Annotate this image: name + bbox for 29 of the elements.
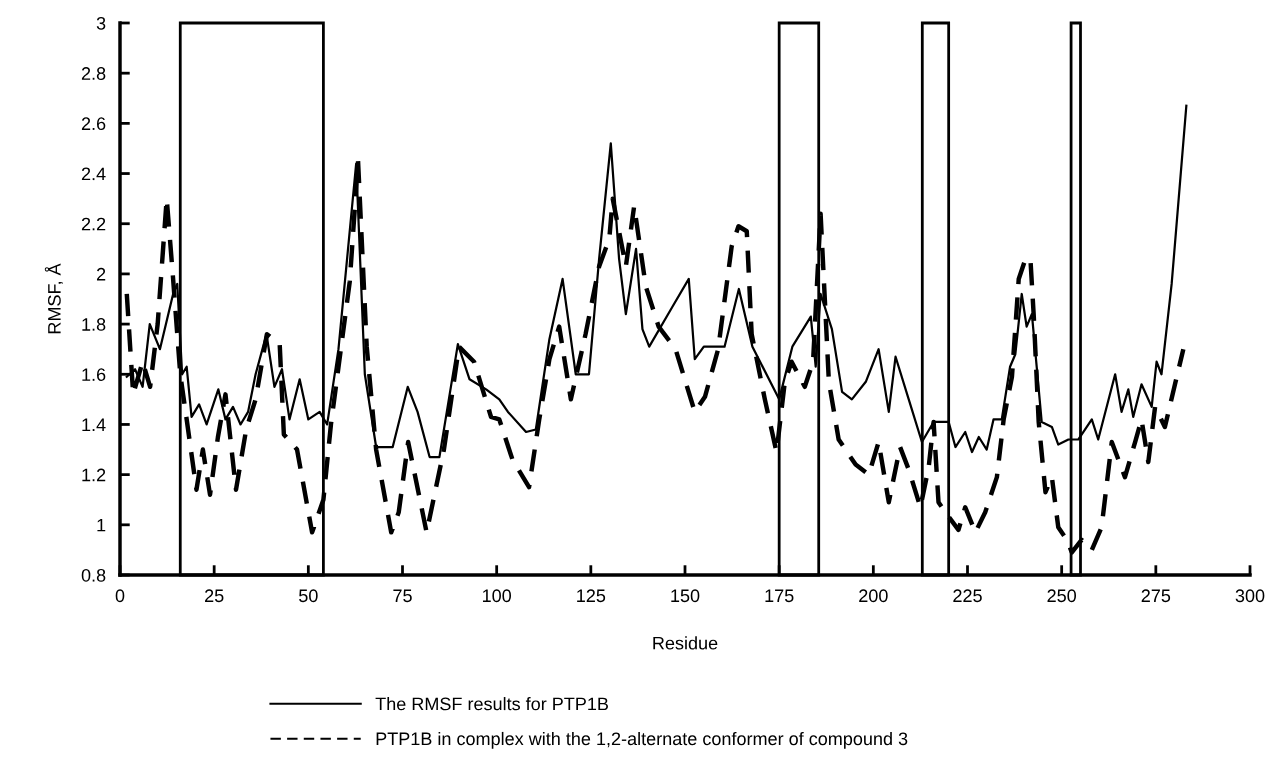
- y-tick-label: 2: [96, 267, 106, 281]
- y-tick-label: 1.8: [82, 318, 106, 331]
- x-tick-label: 150: [671, 589, 700, 603]
- x-tick-label: 250: [1047, 589, 1077, 603]
- x-tick-label: 0: [115, 589, 125, 603]
- x-tick-label: 50: [299, 589, 318, 603]
- x-axis-title: Residue: [653, 636, 718, 650]
- x-tick-label: 225: [953, 589, 982, 603]
- legend-label: PTP1B in complex with the 1,2-alternate conformer of compound 3: [376, 731, 908, 749]
- y-tick-label: 1.2: [82, 468, 106, 482]
- y-tick-label: 2.6: [81, 117, 106, 131]
- y-tick-label: 0.8: [81, 568, 106, 582]
- x-tick-label: 200: [859, 589, 888, 603]
- y-tick-label: 3: [96, 16, 106, 30]
- y-tick-label: 2.2: [81, 217, 106, 231]
- y-tick-label: 1.6: [82, 368, 106, 381]
- y-axis-title: RMSF, Å: [44, 263, 63, 334]
- y-tick-label: 1: [97, 518, 106, 532]
- legend-label: The RMSF results for PTP1B: [375, 697, 608, 711]
- x-tick-label: 25: [205, 589, 224, 603]
- x-tick-label: 125: [577, 589, 606, 603]
- y-tick-label: 1.4: [82, 418, 106, 431]
- y-tick-label: 2.8: [81, 67, 106, 80]
- x-tick-label: 300: [1235, 589, 1265, 603]
- y-tick-label: 2.4: [81, 167, 106, 181]
- x-tick-label: 175: [765, 589, 794, 603]
- x-tick-label: 275: [1141, 589, 1171, 603]
- x-tick-label: 100: [482, 589, 512, 603]
- x-tick-label: 75: [393, 589, 412, 603]
